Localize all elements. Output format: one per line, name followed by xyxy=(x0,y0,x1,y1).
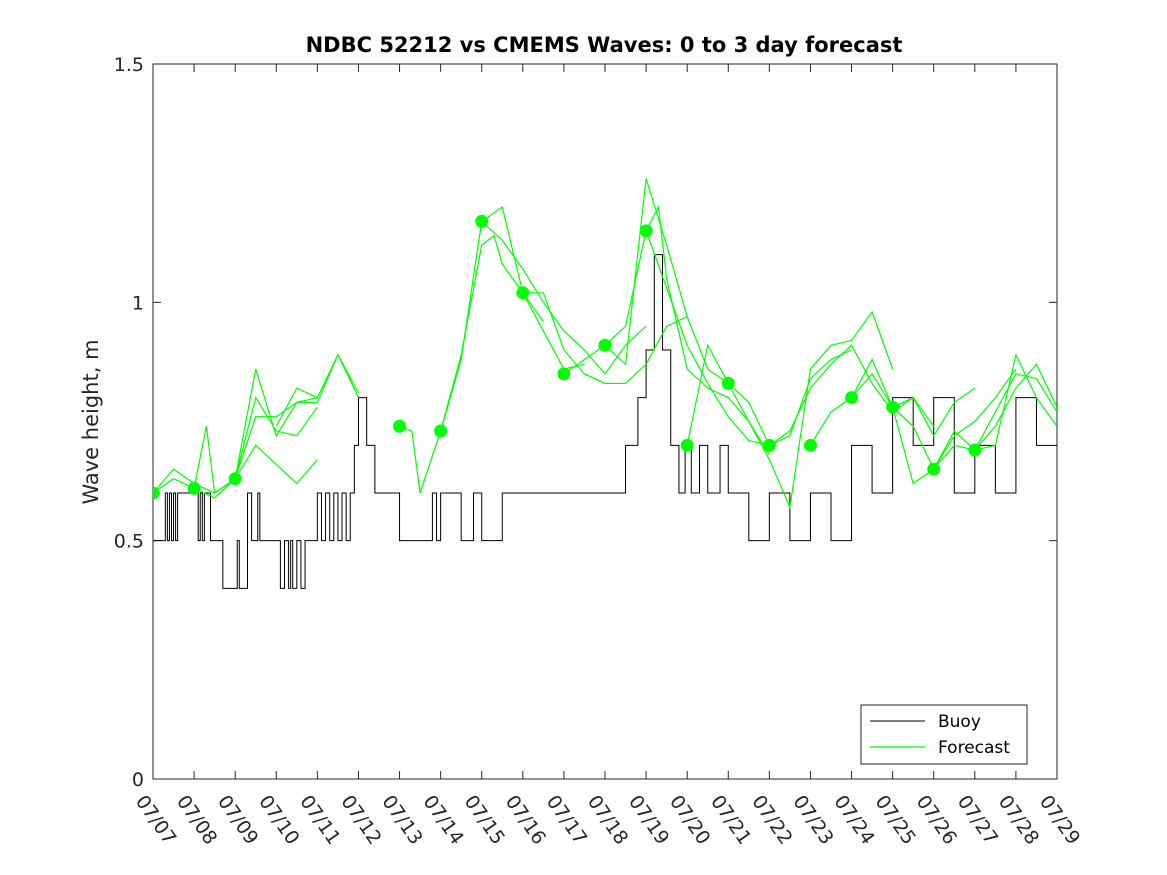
forecast-series-line xyxy=(481,220,647,375)
forecast-series-line xyxy=(522,292,688,384)
forecast-point xyxy=(680,438,694,452)
forecast-series-line xyxy=(440,234,585,432)
y-tick-label: 1 xyxy=(132,292,144,314)
forecast-point xyxy=(803,438,817,452)
forecast-point xyxy=(153,486,160,500)
forecast-point xyxy=(434,424,448,438)
buoy-series-line xyxy=(153,254,1057,589)
y-tick-label: 1.5 xyxy=(114,54,144,76)
chart-title: NDBC 52212 vs CMEMS Waves: 0 to 3 day fo… xyxy=(306,33,903,57)
forecast-series-line xyxy=(727,310,894,510)
forecast-series-line xyxy=(769,344,935,446)
forecast-point xyxy=(393,419,407,433)
forecast-series-line xyxy=(933,352,1057,470)
forecast-series-line xyxy=(645,230,770,446)
forecast-series-line xyxy=(399,206,544,494)
forecast-point xyxy=(968,443,982,457)
axes-box xyxy=(152,63,1058,780)
legend-box xyxy=(860,704,1028,765)
forecast-point xyxy=(639,224,653,238)
legend: Buoy Forecast xyxy=(860,704,1028,765)
y-axis-label: Wave height, m xyxy=(79,339,103,504)
forecast-series-line xyxy=(275,353,359,427)
forecast-point xyxy=(557,367,571,381)
y-tick-label: 0 xyxy=(132,769,144,791)
forecast-series-line xyxy=(193,368,318,495)
forecast-series-line xyxy=(974,363,1057,451)
forecast-point xyxy=(886,400,900,414)
forecast-point xyxy=(762,438,776,452)
forecast-point xyxy=(598,338,612,352)
forecast-point xyxy=(475,214,489,228)
forecast-point xyxy=(187,481,201,495)
legend-label-forecast: Forecast xyxy=(938,738,1010,758)
forecast-series-line xyxy=(604,204,770,456)
y-tick-label: 0.5 xyxy=(114,531,144,553)
forecast-point xyxy=(228,472,242,486)
forecast-point xyxy=(845,391,859,405)
series-group xyxy=(153,178,1057,589)
forecast-point xyxy=(721,376,735,390)
forecast-point xyxy=(516,286,530,300)
forecast-point xyxy=(927,462,941,476)
forecast-series-line xyxy=(563,178,729,384)
legend-label-buoy: Buoy xyxy=(938,712,981,732)
plot-area: 00.511.507/0707/0807/0907/1007/1107/1207… xyxy=(114,54,1085,849)
